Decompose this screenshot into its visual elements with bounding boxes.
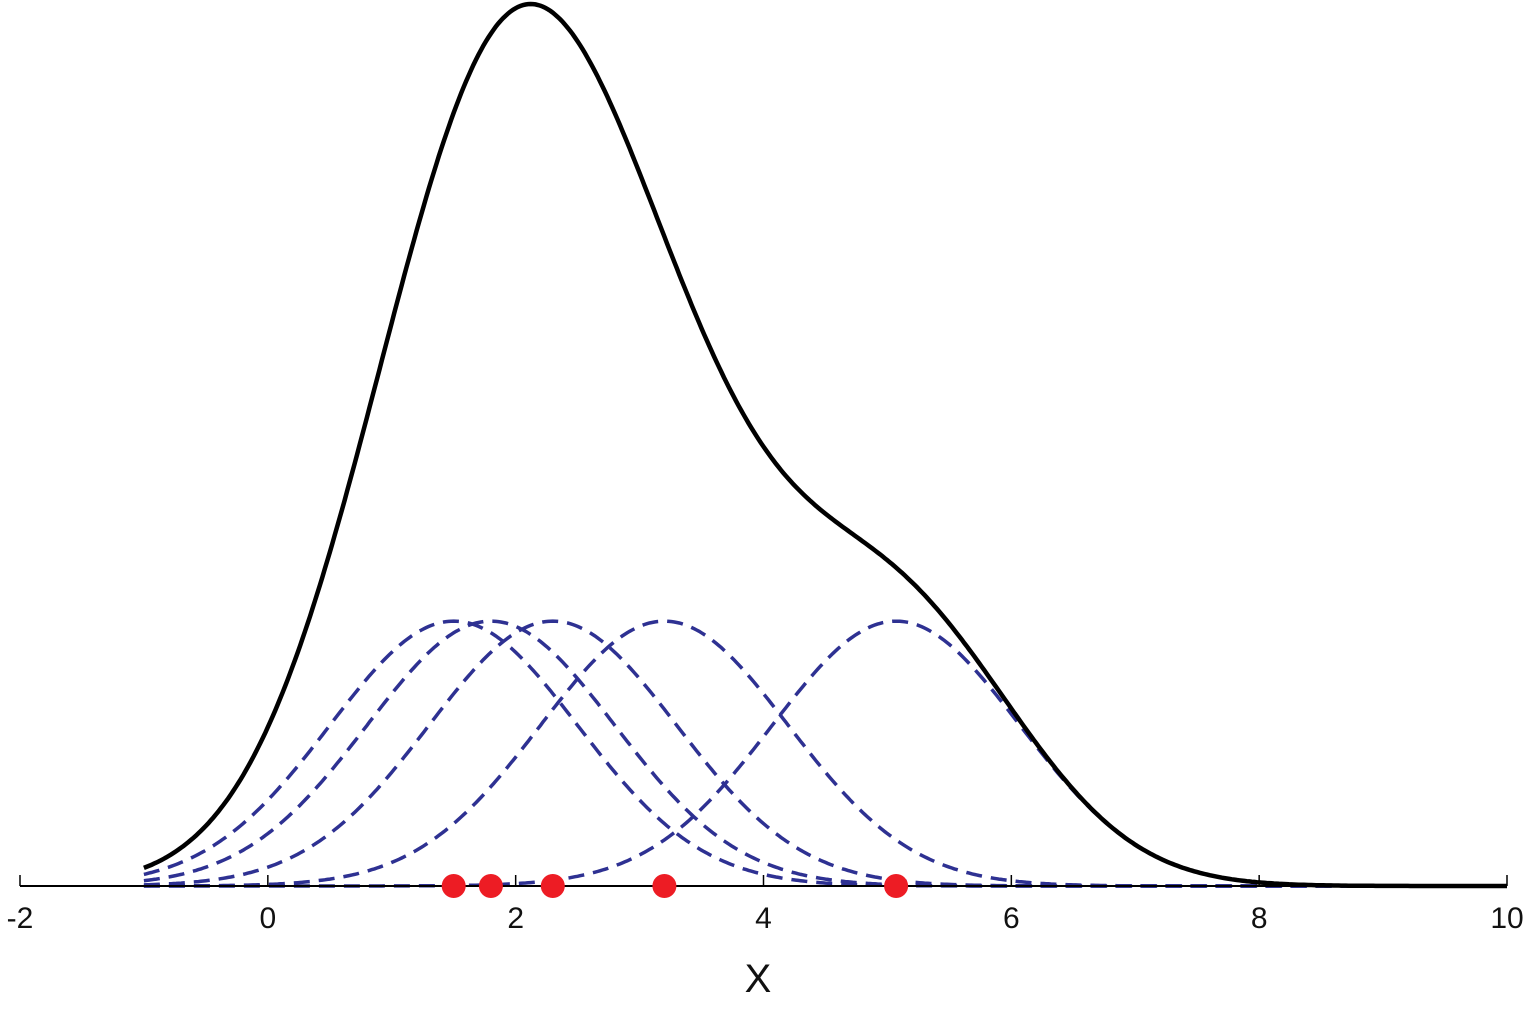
sample-point (652, 874, 677, 898)
x-tick-label: 8 (1251, 902, 1268, 935)
kernel-components (143, 619, 1507, 888)
kernel-component-5 (143, 619, 1507, 888)
kernel-component-2 (143, 619, 1507, 888)
x-tick-label: 10 (1490, 902, 1523, 935)
kernel-component-3 (143, 619, 1507, 888)
x-tick-label: 0 (259, 902, 276, 935)
x-tick-label: 4 (755, 902, 772, 935)
x-tick-label: -2 (7, 902, 34, 935)
x-axis-ticks: -2 0 2 4 6 8 10 (7, 875, 1524, 935)
kernel-component-1 (143, 619, 1507, 888)
sample-point (441, 874, 466, 898)
kernel-component-4 (143, 619, 1507, 888)
sample-points (441, 874, 909, 898)
x-tick-label: 6 (1003, 902, 1020, 935)
kde-sum-curve (143, 1, 1507, 889)
sample-point (540, 874, 565, 898)
sample-point (478, 874, 503, 898)
sample-point (884, 874, 909, 898)
x-axis-title: X (745, 957, 772, 1001)
x-tick-label: 2 (507, 902, 524, 935)
